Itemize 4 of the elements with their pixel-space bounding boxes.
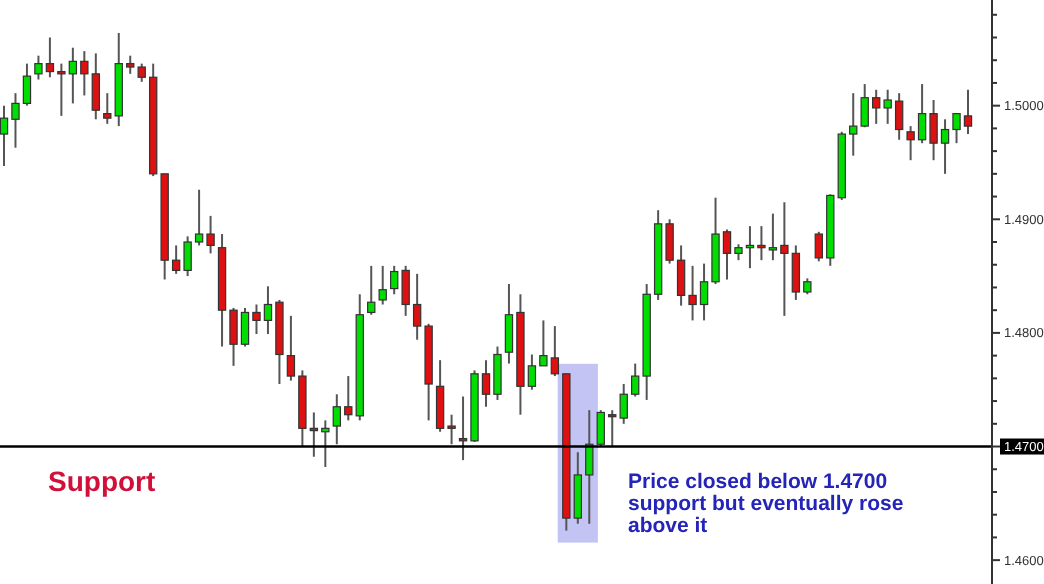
annotation: Price closed below 1.4700 support but eventually rose above it [628,470,904,539]
candlestick [378,264,387,306]
candlestick [367,264,376,316]
ref-line-label: Support [48,464,156,497]
